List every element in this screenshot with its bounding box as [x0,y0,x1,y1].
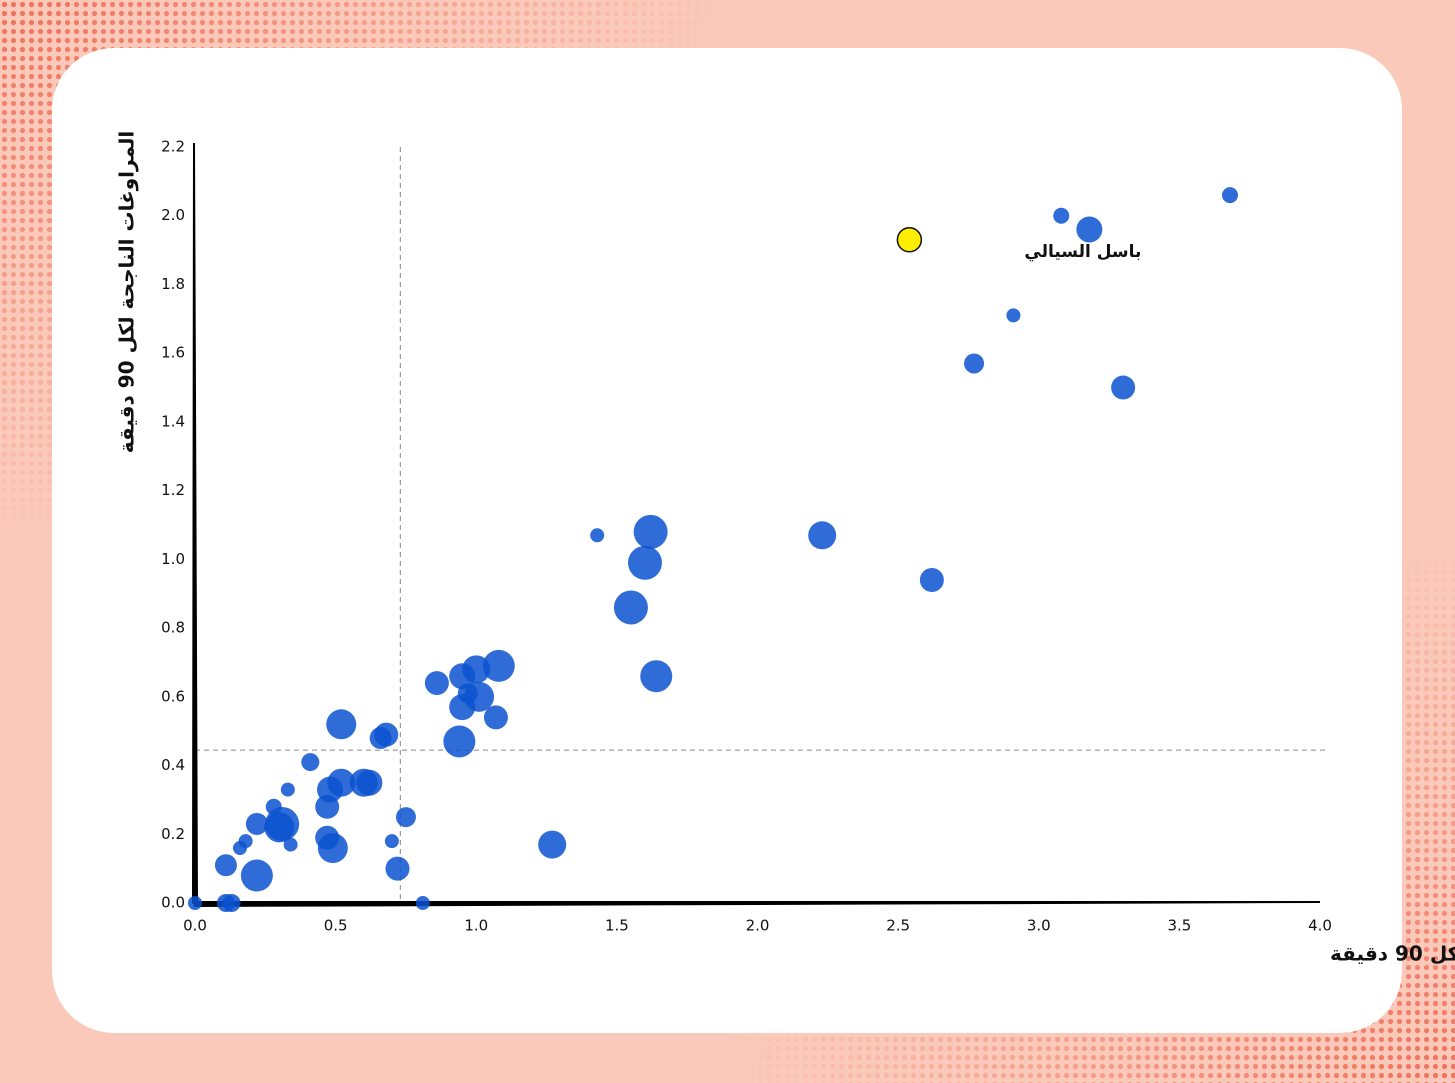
bubble [1053,207,1070,224]
x-tick-label: 4.0 [1308,917,1332,935]
y-tick-label: 2.2 [161,138,185,156]
bubble [315,794,340,819]
y-tick-label: 0.0 [161,894,185,912]
card [52,48,1402,1033]
bubble [964,353,985,374]
y-tick-label: 1.2 [161,481,185,499]
x-tick-label: 3.0 [1027,917,1051,935]
x-tick-label: 1.5 [605,917,629,935]
y-tick-label: 0.6 [161,687,185,705]
bubble [808,521,837,550]
y-tick-label: 1.8 [161,275,185,293]
bubble [188,896,202,910]
bubble [283,837,298,852]
bubble [222,894,241,912]
x-tick-label: 0.5 [324,917,348,935]
bubble [301,753,320,772]
bubble [449,663,476,690]
bubble [1111,375,1136,400]
y-tick-label: 1.4 [161,412,185,430]
bubble [214,854,237,877]
highlight-label: باسل السيالي [1024,242,1141,262]
x-tick-label: 2.5 [886,917,910,935]
x-tick-label: 0.0 [183,917,207,935]
bubble [482,649,515,682]
bubble [415,896,430,910]
x-tick-label: 3.5 [1167,917,1191,935]
bubble [384,834,399,849]
bubble [538,830,567,859]
bubble [640,660,673,693]
bubble [245,812,268,835]
bubble [613,590,648,625]
bubble [449,694,476,721]
bubble [1076,216,1103,243]
bubble [628,545,662,580]
bubble [919,567,944,592]
bubble [483,705,508,730]
bubble [1006,308,1021,323]
bubble [317,833,348,864]
y-tick-label: 0.2 [161,825,185,843]
bubble [233,841,247,856]
bubble [385,856,410,881]
bubble [633,514,668,549]
bubble [424,671,449,696]
bubble [1222,187,1238,204]
x-tick-label: 2.0 [746,917,770,935]
bubble [356,769,383,796]
y-axis-title: المراوغات الناجحة لكل 90 دقيقة [115,131,139,454]
x-tick-label: 1.0 [464,917,488,935]
bubble [369,727,392,750]
y-tick-label: 0.8 [161,619,185,637]
y-tick-label: 0.4 [161,756,185,774]
y-tick-label: 2.0 [161,206,185,224]
y-tick-label: 1.0 [161,550,185,568]
highlight-point [896,227,923,253]
bubble [264,812,295,843]
bubble [240,859,273,892]
bubble [280,782,295,797]
y-tick-label: 1.6 [161,344,185,362]
bubble [395,807,416,828]
x-axis-title: محاولات المراوغة لكل 90 دقيقة [1330,942,1455,966]
bubble [590,528,605,543]
bubble [326,709,357,740]
bubble [443,725,476,758]
